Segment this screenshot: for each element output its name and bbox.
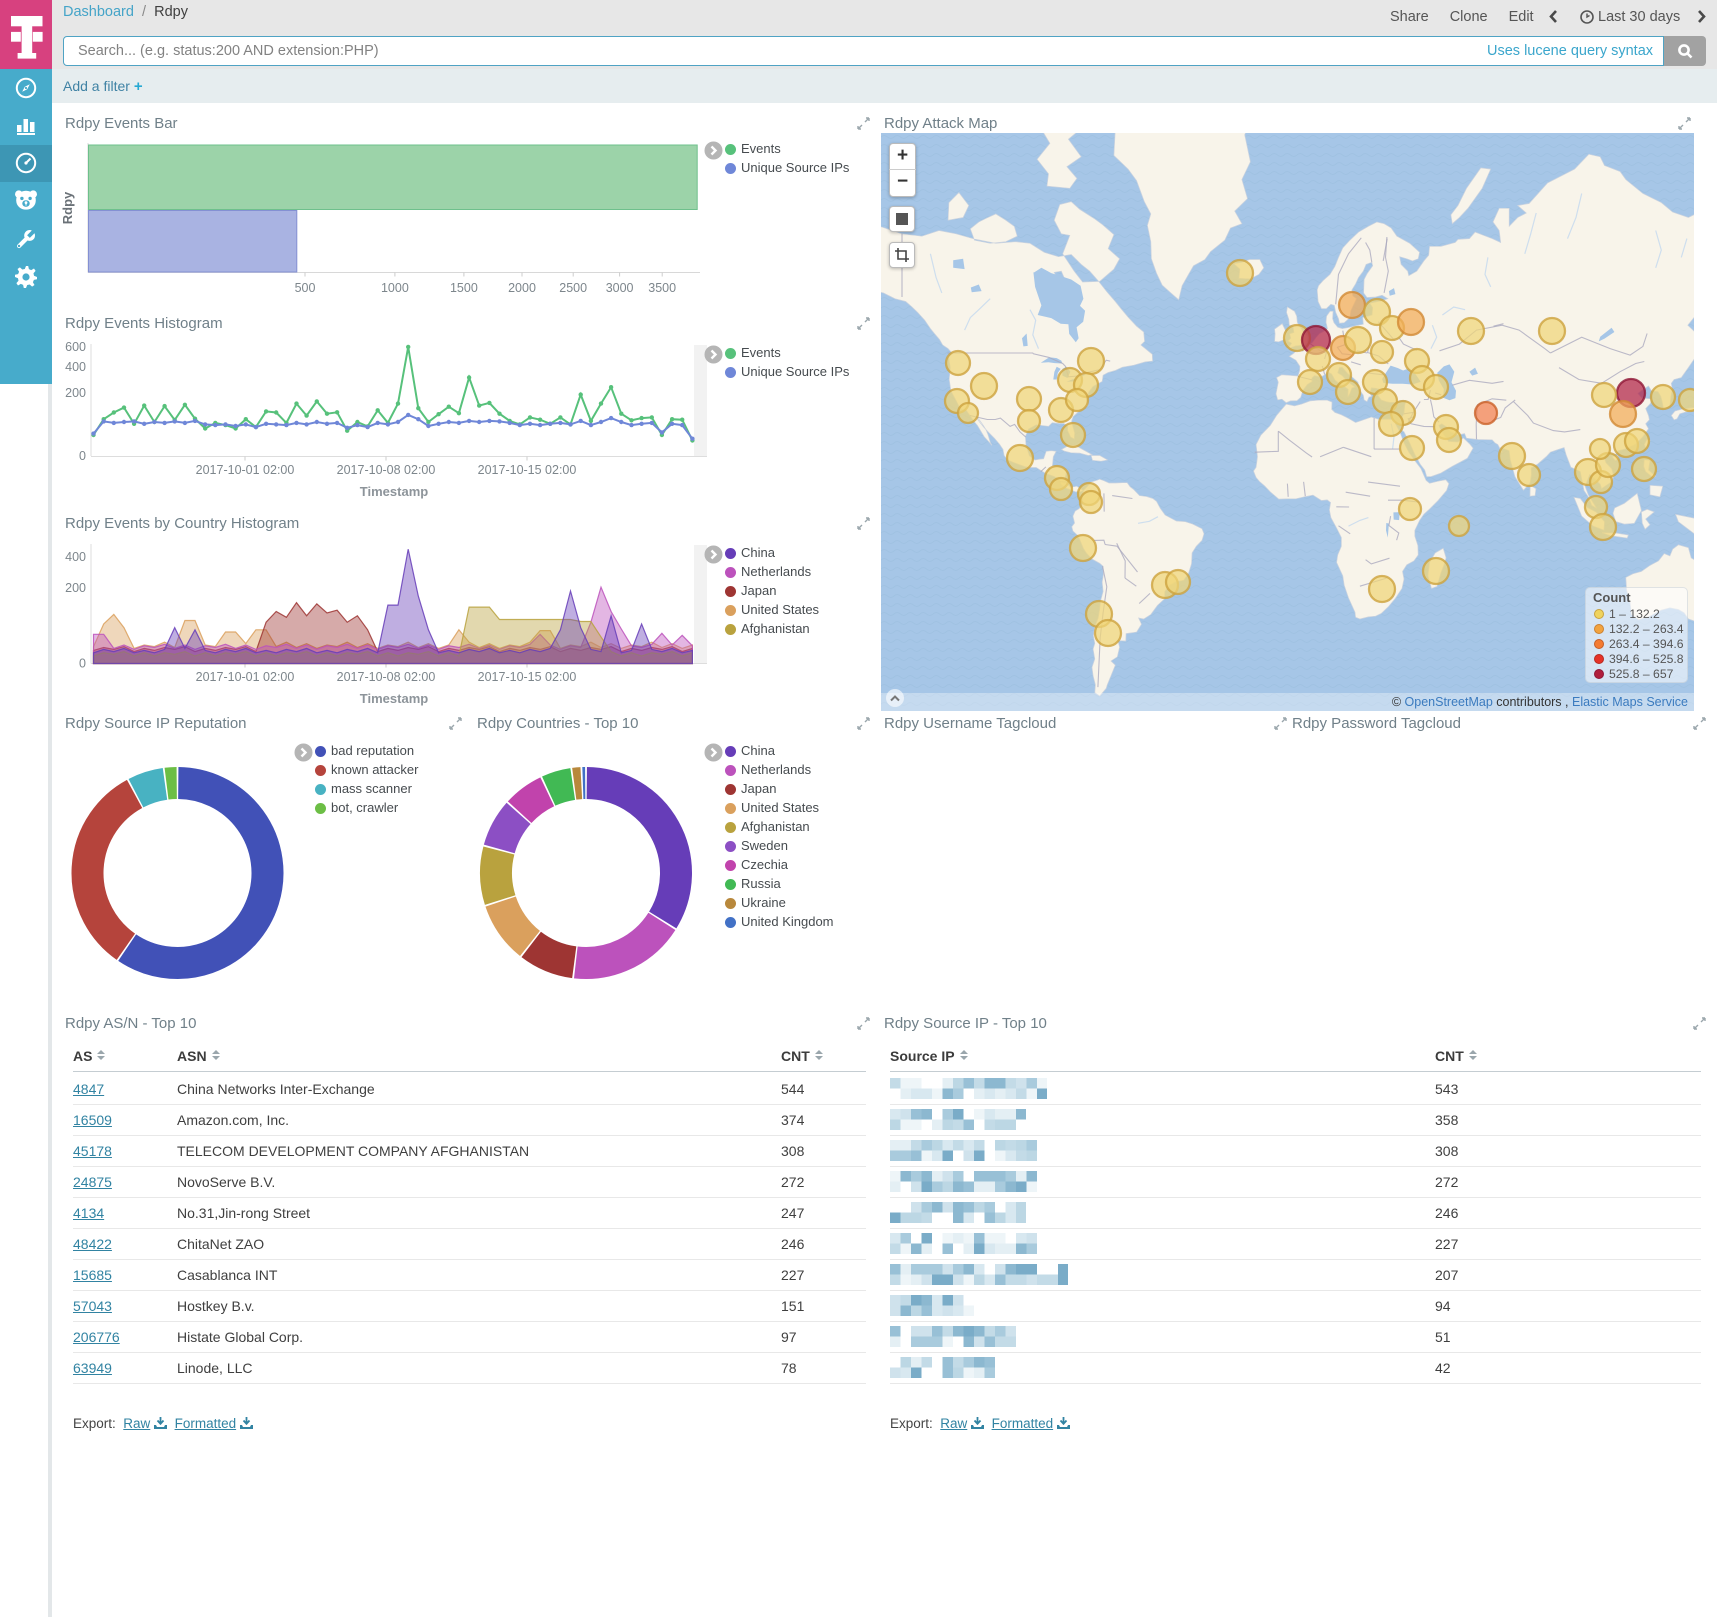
svg-text:1500: 1500 [450, 281, 478, 295]
svg-text:3500: 3500 [648, 281, 676, 295]
svg-text:3000: 3000 [606, 281, 634, 295]
svg-text:2000: 2000 [508, 281, 536, 295]
svg-text:2017-10-15 02:00: 2017-10-15 02:00 [478, 670, 577, 684]
svg-text:2017-10-08 02:00: 2017-10-08 02:00 [337, 670, 436, 684]
svg-text:Timestamp: Timestamp [360, 484, 428, 499]
svg-text:400: 400 [65, 550, 86, 564]
svg-text:200: 200 [65, 581, 86, 595]
svg-text:600: 600 [65, 340, 86, 354]
svg-text:Rdpy: Rdpy [60, 191, 75, 224]
svg-text:200: 200 [65, 386, 86, 400]
svg-text:2017-10-01 02:00: 2017-10-01 02:00 [196, 463, 295, 477]
svg-text:1000: 1000 [381, 281, 409, 295]
svg-text:2017-10-08 02:00: 2017-10-08 02:00 [337, 463, 436, 477]
svg-text:0: 0 [79, 657, 86, 671]
svg-text:0: 0 [79, 449, 86, 463]
svg-text:400: 400 [65, 360, 86, 374]
svg-text:2500: 2500 [559, 281, 587, 295]
svg-text:Timestamp: Timestamp [360, 691, 428, 706]
svg-text:500: 500 [295, 281, 316, 295]
svg-text:2017-10-15 02:00: 2017-10-15 02:00 [478, 463, 577, 477]
svg-text:2017-10-01 02:00: 2017-10-01 02:00 [196, 670, 295, 684]
